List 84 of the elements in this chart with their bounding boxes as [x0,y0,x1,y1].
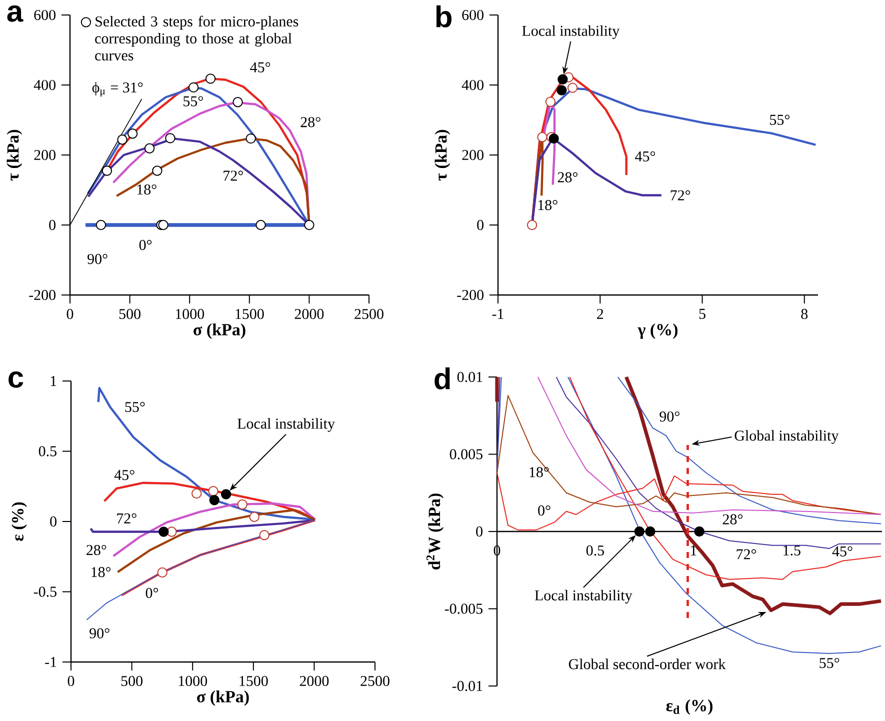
series-label: 18° [137,184,156,195]
x-tick-label: 2000 [300,676,329,686]
y-tick-label: 0 [476,526,482,537]
series-label: 55° [125,402,145,412]
y-tick-label: -0.005 [444,604,482,614]
series-label: 18° [530,467,549,478]
annotation: Local instability [522,25,620,39]
x-tick-label: 2500 [354,308,384,320]
legend-label: Selected 3 steps for micro-planes corresponding to those at global curves [95,16,298,61]
chart-title: d [434,367,450,390]
x-axis-title: ε$_{d}$ (%) [666,699,712,715]
y-tick-label: 0 [477,220,484,230]
series-label: 28° [722,514,742,524]
x-axis-title: σ (kPa) [197,690,249,706]
series-label: 28° [300,117,320,128]
y-tick-label: 200 [34,150,56,160]
x-tick-label: 2500 [360,676,390,686]
y-axis-title: d$^{2}$W (kPa) [426,494,444,570]
x-tick-label: 1000 [178,676,208,686]
y-tick-label: 0.5 [38,446,56,456]
series-label: 45° [114,470,134,480]
series-label: 45° [250,62,270,72]
series-label: 72° [670,190,690,200]
y-tick-label: 600 [34,10,56,20]
y-tick-label: 400 [462,80,484,90]
annotation: Global second-order work [568,658,726,670]
series-label: 28° [86,544,106,556]
annotation: Local instability [238,418,335,432]
y-tick-label: 0 [50,516,56,527]
x-axis-title: σ (kPa) [194,323,246,339]
series-label: 55° [184,96,203,106]
x-tick-label: 1500 [236,308,264,320]
series-label: 28° [558,172,578,182]
x-tick-label: 500 [121,676,142,686]
x-tick-label: 2000 [294,308,324,320]
series-label: 90° [660,411,680,422]
series-label: 55° [770,114,790,125]
series-label: 72° [224,170,243,181]
series-label: 0° [538,505,550,516]
y-axis-title: ε (%) [12,502,27,541]
x-tick-label: 2 [597,308,604,319]
chart-title: a [7,5,24,22]
series-label: 18° [92,567,111,578]
chart-title: c [8,371,24,388]
x-tick-label: 500 [119,308,140,320]
x-tick-label: 0 [66,308,74,320]
series-label: 55° [820,658,840,668]
x-axis-title: γ (%) [638,323,678,339]
y-tick-label: -0.5 [34,586,56,597]
y-tick-label: -200 [457,290,484,300]
series-label: 0° [146,588,158,598]
x-tick-label: 1500 [240,676,268,686]
series-label: 45° [635,151,656,162]
series-label: 90° [88,254,108,264]
x-tick-label: 8 [801,308,808,320]
annotation: Local instability [534,590,632,604]
y-tick-label: 600 [462,10,484,20]
y-tick-label: 400 [34,80,56,90]
y-axis-title: τ (kPa) [434,130,450,181]
x-tick-label: 1000 [176,308,204,320]
y-tick-label: 0.005 [450,449,482,460]
x-tick-label: 5 [699,308,706,319]
legend-label: ϕ$_{μ}$ = 31° [92,82,143,97]
chart-title: b [436,5,452,28]
x-tick-label: 1.5 [784,545,800,556]
series-label: 72° [117,513,136,524]
series-label: 90° [90,628,110,638]
series-label: 72° [736,549,756,560]
y-tick-label: 0.01 [457,372,482,382]
y-tick-label: 200 [462,150,484,160]
y-tick-label: -200 [29,290,56,300]
y-tick-label: 0 [49,220,56,230]
ref-line-label: Global instability [734,430,839,444]
y-tick-label: -1 [45,657,56,667]
series-label: 0° [139,240,152,250]
x-tick-label: 0.5 [586,545,604,556]
x-tick-label: 1 [691,545,696,556]
x-tick-label: -1 [492,308,504,319]
series-label: 45° [832,546,852,556]
y-axis-title: τ (kPa) [6,130,22,181]
y-tick-label: 1 [50,376,56,386]
series-label: 18° [538,200,558,210]
x-tick-label: 0 [68,676,74,686]
y-tick-label: -0.01 [452,680,482,692]
